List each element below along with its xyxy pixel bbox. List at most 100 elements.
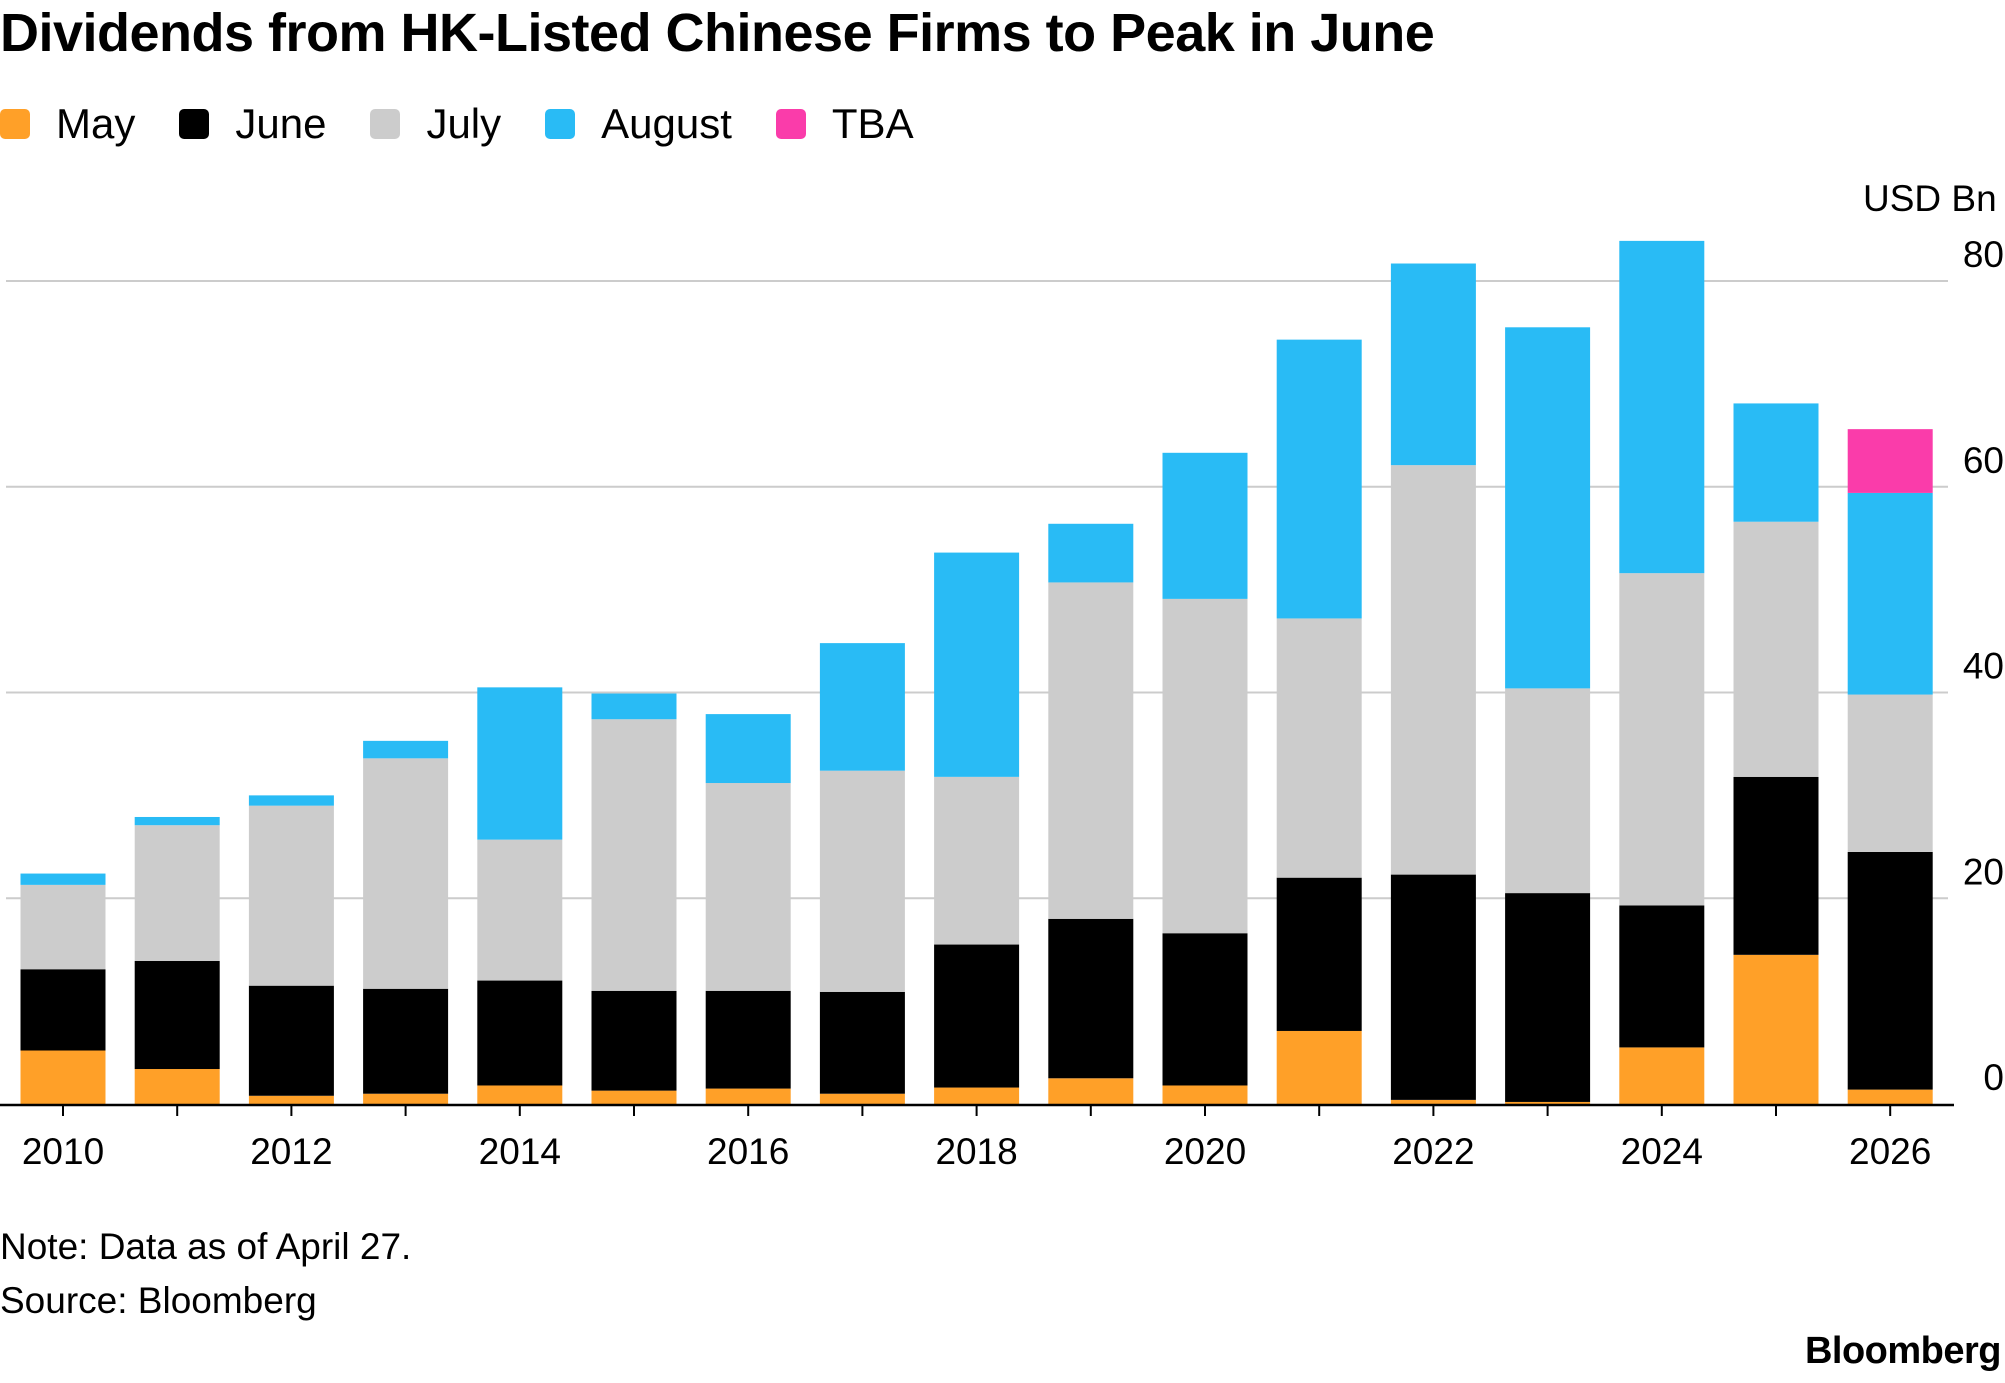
bar-2026-july — [1847, 694, 1933, 852]
x-tick-label-2026: 2026 — [1849, 1131, 1931, 1172]
legend-label-tba: TBA — [831, 100, 914, 147]
chart-note: Note: Data as of April 27. — [0, 1226, 412, 1267]
bar-2026-august — [1847, 492, 1933, 695]
legend-swatch-june — [179, 109, 210, 139]
bar-2014-may — [477, 1085, 563, 1104]
x-tick-label-2022: 2022 — [1392, 1131, 1474, 1172]
bar-2015-august — [591, 693, 677, 720]
bar-2018-august — [934, 552, 1020, 777]
bar-2015-june — [591, 990, 677, 1091]
bar-2025-august — [1733, 403, 1819, 522]
bar-2015-may — [591, 1090, 677, 1104]
chart-source: Source: Bloomberg — [0, 1280, 317, 1321]
bar-2019-july — [1048, 582, 1134, 919]
bar-2020-may — [1162, 1085, 1248, 1104]
bar-2025-july — [1733, 521, 1819, 777]
bar-2019-may — [1048, 1078, 1134, 1104]
bar-2026-june — [1847, 851, 1933, 1090]
bar-2017-may — [819, 1093, 905, 1104]
stacked-bar-chart: 2010 2012 2014 2016 2018 2020 2022 2024 2026 0 20… — [0, 178, 2004, 1172]
bar-2021-may — [1276, 1030, 1362, 1104]
chart-title: Dividends from HK-Listed Chinese Firms t… — [0, 3, 1435, 63]
bar-2020-july — [1162, 598, 1248, 934]
bar-2018-may — [934, 1087, 1020, 1104]
x-tick-label-2018: 2018 — [935, 1131, 1017, 1172]
bar-2013-july — [363, 758, 449, 989]
y-tick-label-0: 0 — [1983, 1057, 2004, 1098]
y-tick-label-80: 80 — [1963, 234, 2004, 275]
bar-2012-may — [248, 1095, 334, 1104]
bar-2011-may — [134, 1069, 220, 1104]
bar-2013-august — [363, 740, 449, 759]
bar-2017-august — [819, 643, 905, 771]
bar-2016-may — [705, 1088, 791, 1104]
bar-2026-may — [1847, 1089, 1933, 1104]
legend-item-august: August — [545, 100, 732, 148]
legend-item-tba: TBA — [775, 100, 914, 148]
bar-2016-july — [705, 783, 791, 991]
bar-2010-june — [20, 969, 106, 1051]
y-tick-label-40: 40 — [1963, 646, 2004, 687]
x-axis: 2010 2012 2014 2016 2018 2020 2022 2024 2026 — [0, 1103, 1954, 1172]
legend-item-may: May — [0, 100, 135, 148]
bar-2023-july — [1505, 688, 1591, 894]
bar-2011-june — [134, 961, 220, 1070]
bar-2018-july — [934, 776, 1020, 945]
bar-2012-july — [248, 805, 334, 986]
x-tick-label-2024: 2024 — [1621, 1131, 1703, 1172]
legend-label-may: May — [56, 100, 136, 147]
bloomberg-logo: Bloomberg — [1804, 1330, 2002, 1372]
bar-2021-july — [1276, 618, 1362, 878]
legend-label-july: July — [426, 100, 502, 147]
legend-item-june: June — [179, 100, 326, 148]
bar-2012-june — [248, 985, 334, 1096]
bar-2022-may — [1390, 1099, 1476, 1104]
y-tick-label-60: 60 — [1963, 440, 2004, 481]
bar-2023-may — [1505, 1101, 1591, 1104]
bar-2025-may — [1733, 954, 1819, 1104]
bar-2022-july — [1390, 465, 1476, 875]
bar-2013-may — [363, 1093, 449, 1104]
bar-2019-august — [1048, 523, 1134, 583]
y-axis-unit-label: USD Bn — [1863, 178, 1997, 219]
bar-2022-august — [1390, 263, 1476, 466]
bar-2019-june — [1048, 918, 1134, 1079]
bar-2011-july — [134, 825, 220, 962]
bar-2010-may — [20, 1050, 106, 1104]
bar-2020-august — [1162, 452, 1248, 599]
bar-2023-june — [1505, 893, 1591, 1102]
bar-2010-august — [20, 873, 106, 885]
legend-label-june: June — [235, 100, 327, 147]
bar-2014-august — [477, 687, 563, 840]
legend-swatch-july — [370, 109, 401, 139]
bar-2016-june — [705, 990, 791, 1089]
bar-2012-august — [248, 795, 334, 806]
bar-2024-july — [1619, 573, 1705, 906]
bar-2010-july — [20, 884, 106, 970]
chart-legend: May June July August TBA — [0, 96, 958, 152]
bar-2022-june — [1390, 874, 1476, 1100]
y-tick-label-20: 20 — [1963, 851, 2004, 892]
bar-2020-june — [1162, 933, 1248, 1086]
legend-swatch-august — [545, 109, 576, 139]
bar-2016-august — [705, 714, 791, 784]
bar-2024-august — [1619, 240, 1705, 574]
bar-2013-june — [363, 988, 449, 1094]
bar-2024-may — [1619, 1047, 1705, 1104]
bar-2021-june — [1276, 877, 1362, 1031]
bar-2026-tba — [1847, 429, 1933, 493]
x-tick-label-2010: 2010 — [22, 1131, 104, 1172]
legend-label-august: August — [601, 100, 732, 147]
x-tick-label-2014: 2014 — [479, 1131, 561, 1172]
bar-2017-july — [819, 770, 905, 992]
x-tick-label-2016: 2016 — [707, 1131, 789, 1172]
bar-2021-august — [1276, 339, 1362, 619]
bar-stacks — [20, 240, 1933, 1104]
bar-2024-june — [1619, 905, 1705, 1048]
bar-2025-june — [1733, 776, 1819, 955]
bar-2014-june — [477, 980, 563, 1086]
bar-2017-june — [819, 991, 905, 1094]
legend-swatch-tba — [775, 109, 806, 139]
x-tick-label-2020: 2020 — [1164, 1131, 1246, 1172]
bar-2023-august — [1505, 327, 1591, 689]
